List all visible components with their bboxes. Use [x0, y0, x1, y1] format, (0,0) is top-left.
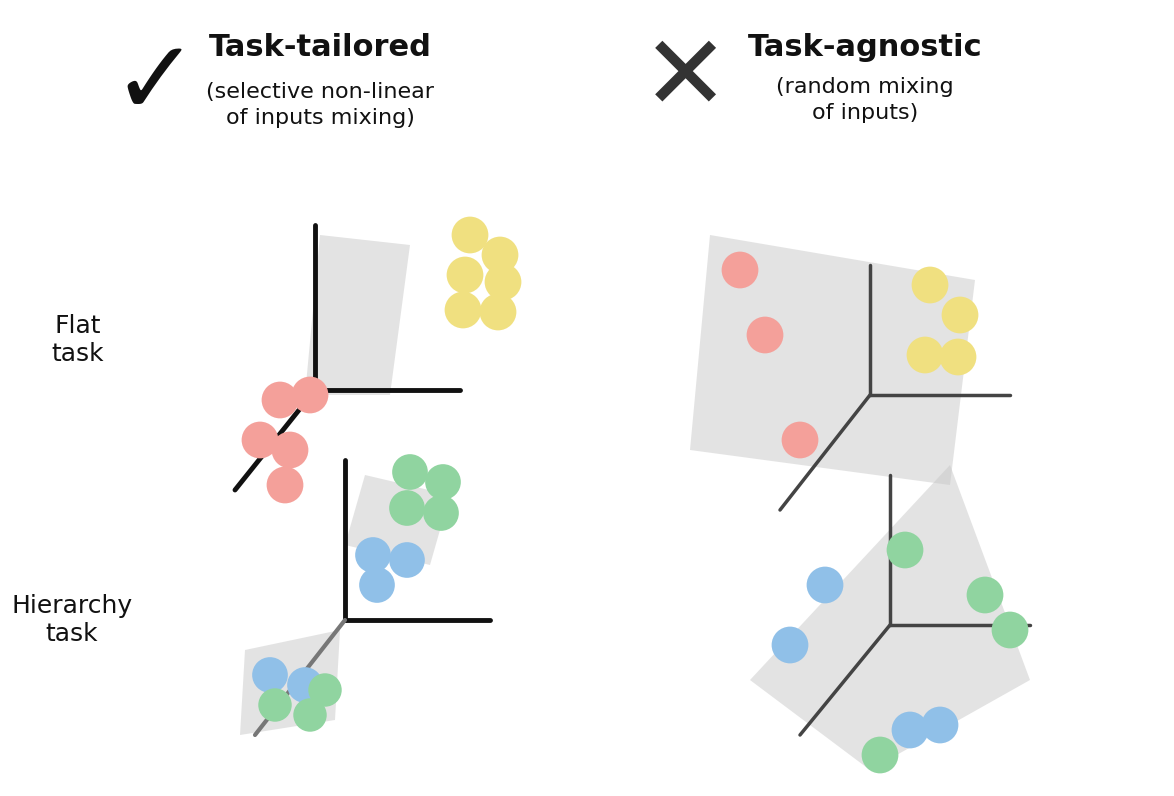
Point: [276, 478, 295, 491]
Point: [896, 544, 915, 556]
Point: [265, 699, 284, 712]
Point: [976, 588, 994, 601]
Point: [816, 579, 835, 591]
Point: [493, 275, 512, 288]
Point: [281, 443, 299, 456]
Text: Task-agnostic: Task-agnostic: [748, 33, 983, 63]
Point: [871, 748, 890, 761]
Text: ✕: ✕: [641, 29, 729, 131]
Point: [398, 501, 417, 514]
Point: [367, 579, 386, 591]
Point: [301, 708, 319, 721]
Polygon shape: [345, 475, 450, 565]
Point: [931, 719, 950, 732]
Text: (selective non-linear
of inputs mixing): (selective non-linear of inputs mixing): [205, 82, 434, 128]
Point: [261, 669, 279, 681]
Point: [920, 279, 939, 291]
Point: [488, 306, 507, 318]
Point: [433, 476, 452, 489]
Point: [491, 248, 510, 261]
Text: Flat
task: Flat task: [52, 314, 104, 366]
Text: ✓: ✓: [112, 34, 198, 135]
Point: [756, 329, 775, 341]
Point: [453, 303, 472, 316]
Point: [949, 350, 967, 363]
Point: [296, 679, 315, 692]
Polygon shape: [239, 630, 340, 735]
Point: [398, 554, 417, 567]
Text: Hierarchy
task: Hierarchy task: [12, 594, 133, 646]
Point: [951, 309, 970, 322]
Text: (random mixing
of inputs): (random mixing of inputs): [776, 76, 953, 123]
Point: [271, 394, 290, 407]
Point: [781, 638, 799, 651]
Point: [250, 434, 269, 447]
Point: [301, 388, 319, 401]
Polygon shape: [690, 235, 974, 485]
Point: [364, 548, 383, 561]
Text: Task-tailored: Task-tailored: [209, 33, 431, 63]
Polygon shape: [305, 235, 410, 395]
Point: [316, 684, 335, 696]
Point: [730, 263, 749, 276]
Point: [790, 434, 809, 447]
Polygon shape: [750, 465, 1030, 770]
Point: [456, 268, 474, 281]
Point: [432, 506, 451, 519]
Point: [400, 466, 419, 478]
Point: [900, 724, 919, 736]
Point: [916, 349, 935, 361]
Point: [1000, 623, 1019, 636]
Point: [460, 228, 479, 241]
